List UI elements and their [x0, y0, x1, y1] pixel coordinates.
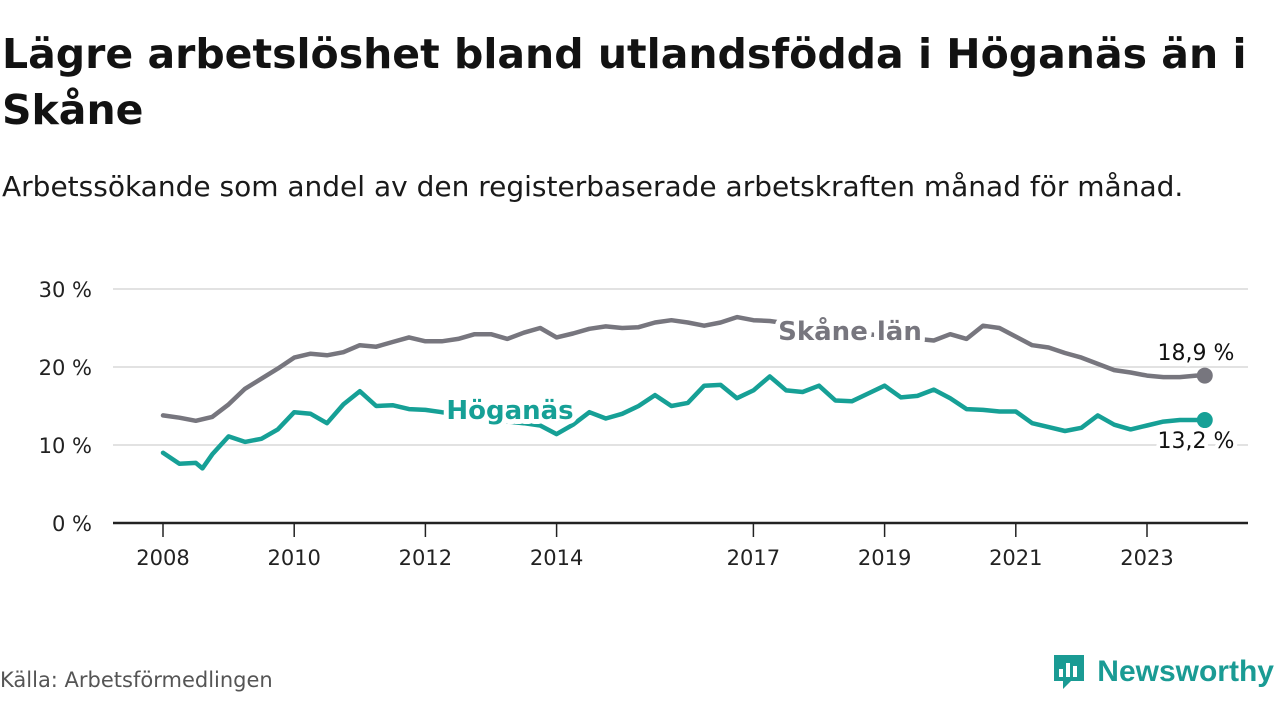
x-tick-label: 2017: [727, 546, 780, 570]
brand-logo: Newsworthy: [1051, 652, 1274, 692]
end-value-label: 18,9 %: [1158, 341, 1235, 366]
series-line-skane: [160, 314, 1206, 424]
series-label-halo: Skåne län: [778, 315, 922, 347]
grid-lines: [113, 288, 1248, 446]
series-label-halo: Höganäs: [446, 396, 573, 426]
source-note: Källa: Arbetsförmedlingen: [0, 668, 273, 692]
x-tick-label: 2014: [530, 546, 583, 570]
y-tick-label: 30 %: [39, 278, 92, 302]
newsworthy-logo-icon: [1054, 655, 1085, 689]
series-label: Höganäs: [446, 396, 573, 426]
y-tick-label: 0 %: [52, 512, 92, 536]
brand-name: Newsworthy: [1097, 655, 1274, 688]
series-line-hoganas: [160, 374, 1206, 471]
chart-subtitle: Arbetssökande som andel av den registerb…: [2, 170, 1184, 203]
x-tick-label: 2010: [267, 546, 320, 570]
x-tick-label: 2012: [399, 546, 452, 570]
series-label: Skåne län: [778, 315, 922, 347]
end-value-label: 13,2 %: [1158, 429, 1235, 454]
series-end-point: [1196, 367, 1213, 384]
series-lines: [160, 314, 1213, 471]
series-end-point: [1196, 412, 1213, 429]
x-tick-label: 2021: [989, 546, 1042, 570]
y-tick-label: 20 %: [39, 356, 92, 380]
x-tick-label: 2023: [1120, 546, 1173, 570]
x-axis-ticks: 2008 2010 2012 2014 2017 2019 2021 2023: [113, 521, 1248, 570]
end-value-halo: 18,9 %: [1158, 341, 1235, 366]
x-tick-label: 2019: [858, 546, 911, 570]
y-axis-ticks: 0 % 10 % 20 % 30 %: [39, 278, 92, 536]
end-value-halo: 13,2 %: [1158, 429, 1235, 454]
x-tick-label: 2008: [136, 546, 189, 570]
y-tick-label: 10 %: [39, 434, 92, 458]
chart-title: Lägre arbetslöshet bland utlandsfödda i …: [2, 30, 1247, 134]
